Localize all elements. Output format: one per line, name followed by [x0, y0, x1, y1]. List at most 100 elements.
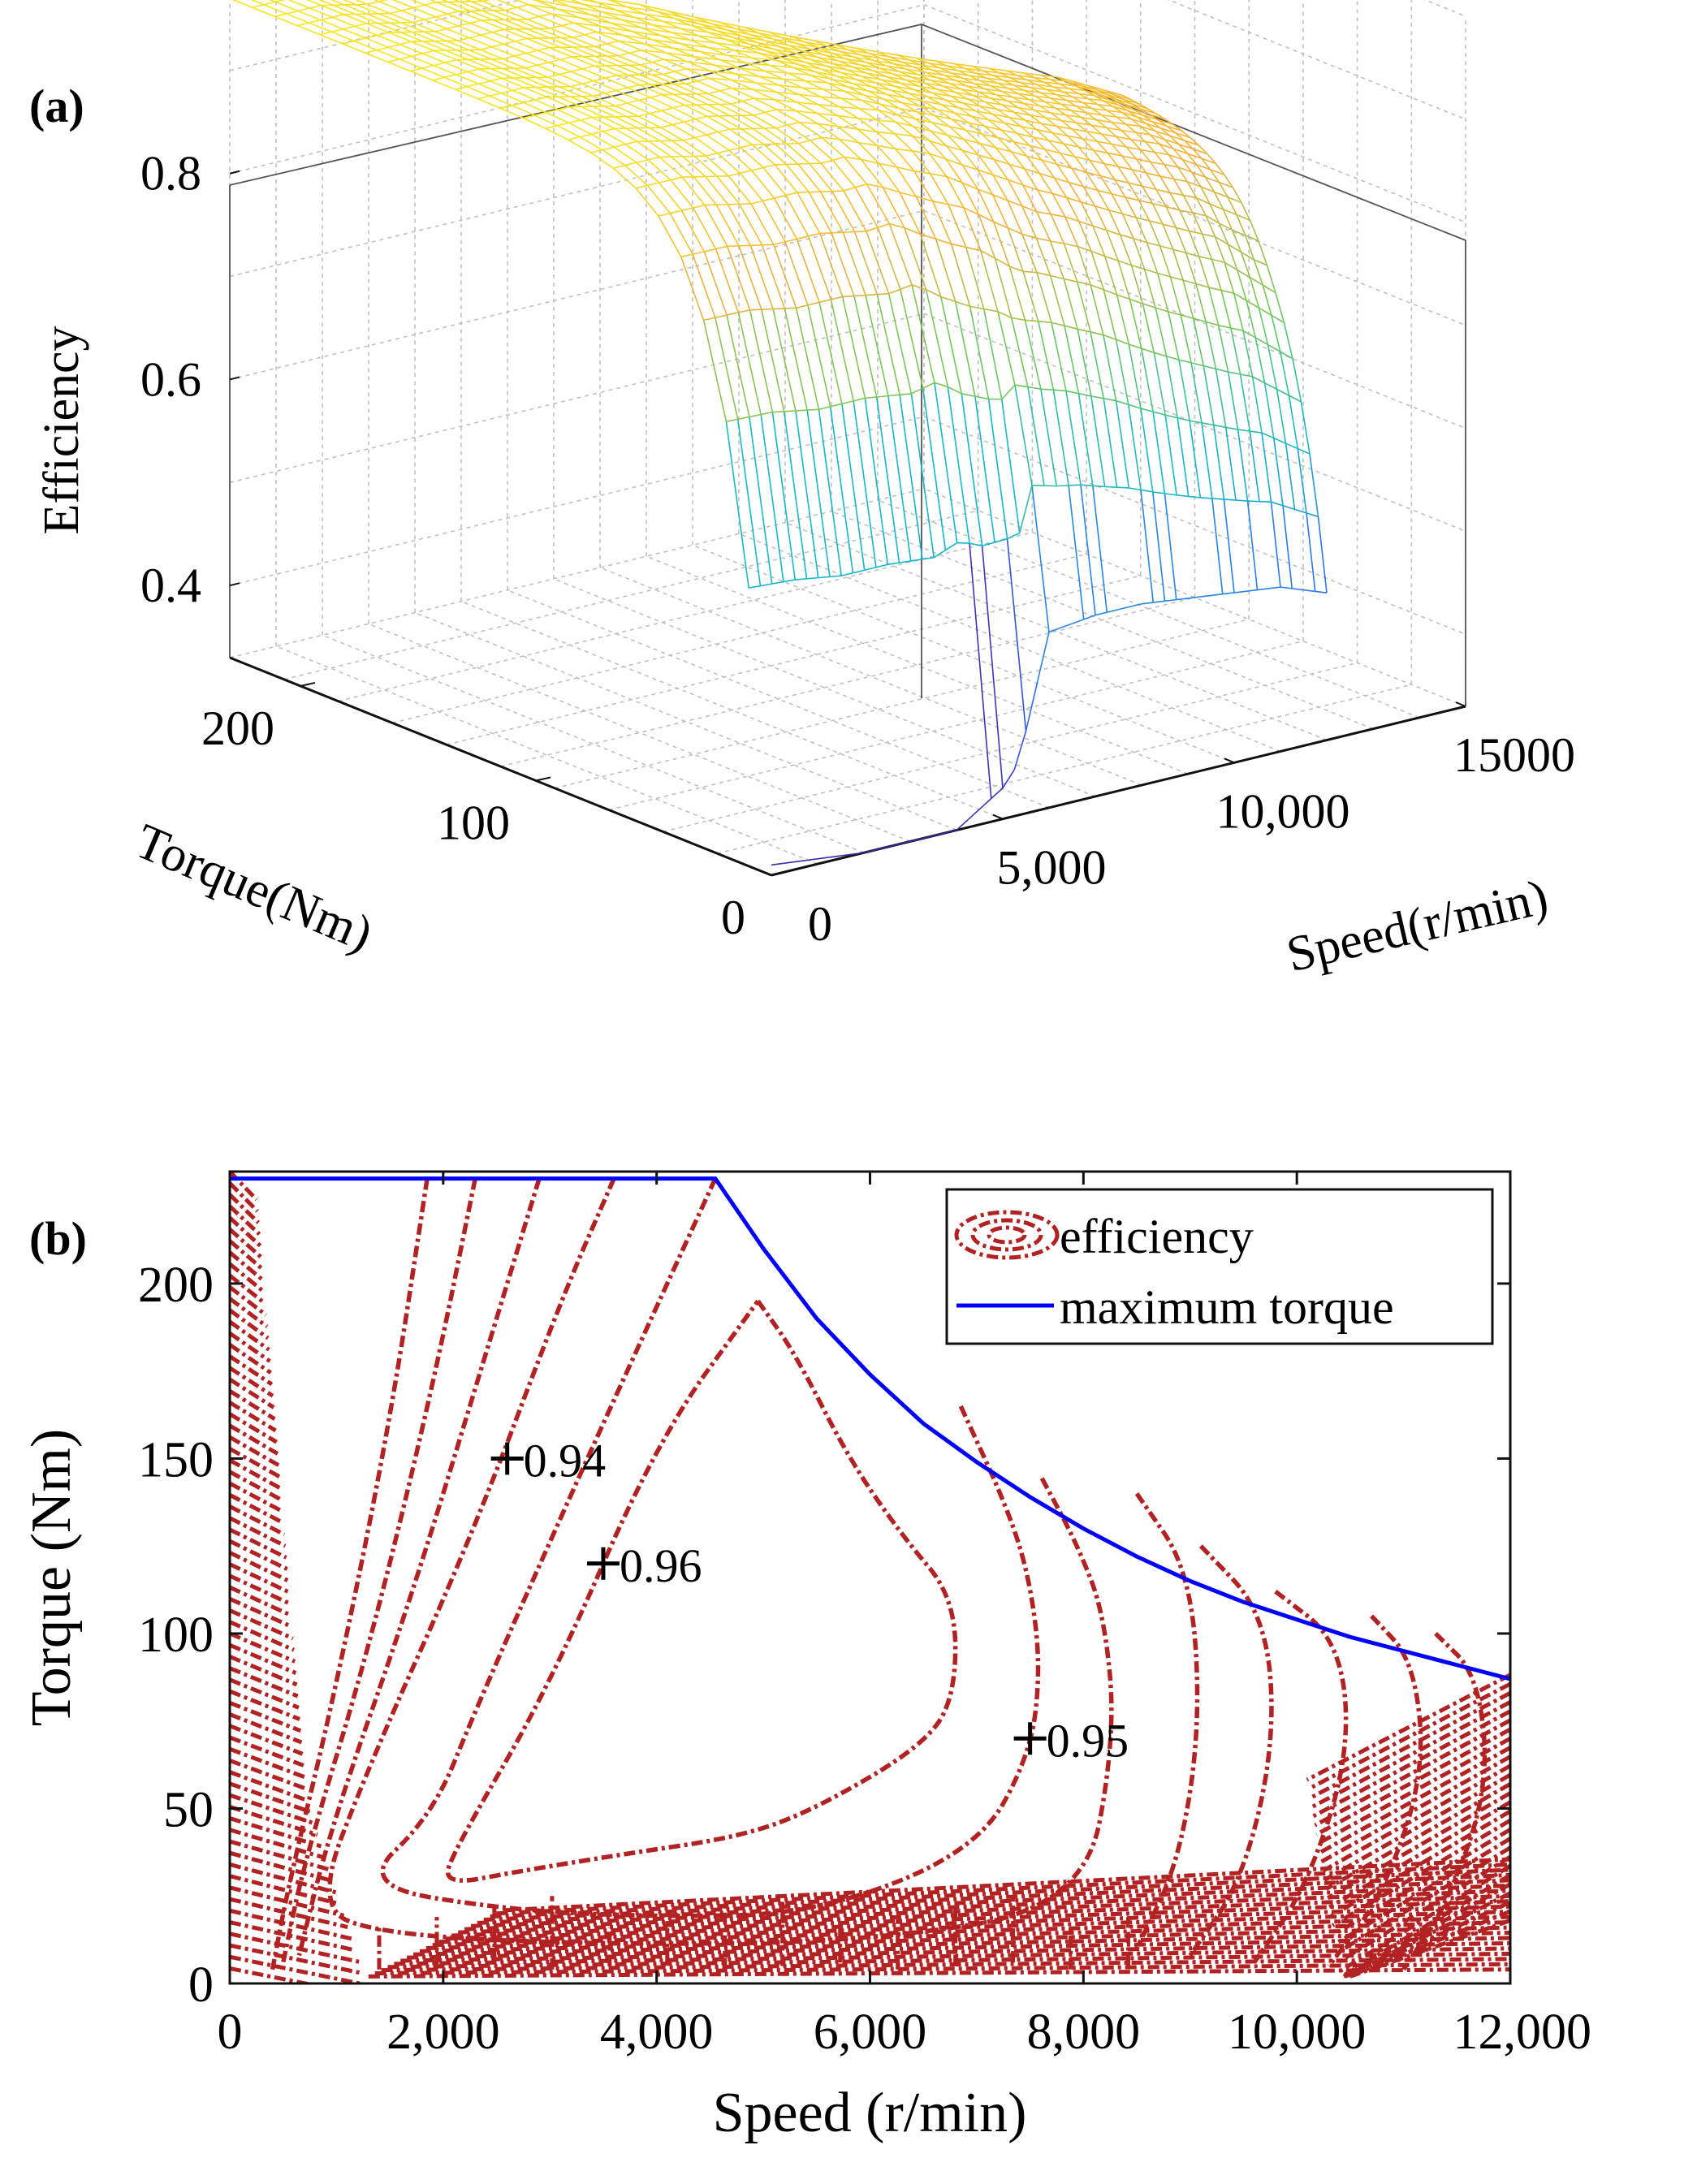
surface-mesh-line: [1073, 96, 1089, 100]
surface-mesh-line: [1064, 216, 1080, 222]
surface-mesh-line: [1023, 102, 1035, 111]
surface-mesh-line: [1182, 279, 1197, 285]
surface-mesh-line: [852, 852, 865, 855]
surface-mesh-line: [741, 128, 765, 145]
surface-mesh-line: [1034, 95, 1051, 99]
surface-mesh-line: [318, 0, 334, 6]
surface-mesh-line: [818, 576, 831, 579]
surface-mesh-line: [1071, 167, 1084, 188]
surface-mesh-line: [995, 93, 1008, 102]
surface-mesh-line: [615, 89, 640, 101]
contour-0_92: [1188, 1544, 1274, 1957]
surface-mesh-line: [1011, 317, 1026, 322]
surface-mesh-line: [1128, 182, 1143, 188]
surface-mesh-line: [1077, 329, 1092, 397]
surface-mesh-line: [877, 227, 901, 290]
surface-mesh-line: [934, 114, 952, 120]
surface-mesh-line: [389, 22, 412, 33]
surface-mesh-line: [1192, 212, 1207, 217]
surface-mesh-line: [1190, 362, 1204, 367]
surface-mesh-line: [693, 176, 717, 205]
surface-mesh-line: [1048, 140, 1064, 145]
surface-mesh-line: [639, 84, 663, 96]
surface-mesh-line: [875, 82, 892, 91]
surface-mesh-line: [1224, 427, 1237, 501]
surface-mesh-line: [978, 214, 996, 259]
surface-mesh-line: [754, 97, 775, 101]
surface-mesh-line: [1236, 214, 1246, 236]
dense-contour-line: [432, 1914, 1510, 1948]
surface-mesh-line: [965, 129, 981, 145]
surface-mesh-line: [568, 139, 592, 153]
surface-mesh-line: [1100, 94, 1116, 101]
surface-mesh-line: [1258, 308, 1269, 345]
surface-mesh-line: [1258, 240, 1268, 266]
surface-mesh-line: [978, 154, 994, 175]
surface-mesh-line: [297, 22, 309, 27]
surface-mesh-line: [940, 104, 956, 114]
surface-mesh-line: [1004, 122, 1021, 127]
surface-mesh-line: [342, 43, 366, 54]
surface-mesh-line: [817, 112, 838, 117]
surface-mesh-line: [604, 93, 628, 104]
surface-mesh-line: [1209, 203, 1224, 210]
surface-mesh-line: [1309, 453, 1319, 517]
surface-mesh-line: [434, 31, 459, 41]
surface-mesh-line: [1108, 209, 1121, 235]
surface-mesh-line: [1213, 192, 1224, 210]
surface-mesh-line: [876, 145, 897, 168]
dense-contour-line: [407, 1936, 1510, 1960]
surface-mesh-line: [527, 15, 540, 20]
surface-mesh-line: [810, 140, 834, 161]
surface-mesh-line: [1078, 221, 1092, 252]
surface-mesh-line: [1060, 119, 1077, 124]
surface-mesh-line: [1103, 397, 1116, 402]
surface-mesh-line: [945, 99, 964, 104]
surface-mesh-line: [776, 109, 797, 112]
surface-mesh-line: [1009, 76, 1027, 81]
surface-mesh-line: [1013, 141, 1028, 157]
surface-mesh-line: [1056, 76, 1073, 83]
surface-mesh-line: [961, 182, 978, 190]
surface-mesh-line: [696, 93, 720, 106]
surface-mesh-line: [1142, 185, 1157, 191]
surface-mesh-line: [895, 85, 914, 91]
surface-mesh-line: [854, 231, 866, 233]
surface-mesh-line: [1035, 211, 1051, 242]
surface-mesh-line: [749, 413, 762, 418]
surface-mesh-line: [1292, 588, 1304, 591]
surface-mesh-line: [963, 138, 980, 145]
surface-mesh-line: [432, 80, 456, 90]
surface-mesh-line: [1203, 365, 1215, 425]
surface-mesh-line: [1075, 84, 1092, 91]
surface-mesh-line: [924, 82, 943, 87]
surface-mesh-line: [963, 138, 979, 156]
surface-mesh-line: [978, 91, 991, 99]
surface-mesh-line: [496, 0, 517, 8]
surface-mesh-line: [1006, 538, 1027, 732]
surface-mesh-line: [1232, 187, 1242, 203]
dense-contour-line: [230, 1724, 304, 1756]
surface-mesh-line: [1081, 116, 1092, 126]
surface-mesh-line: [762, 201, 786, 243]
surface-mesh-line: [1209, 204, 1220, 224]
surface-mesh-line: [773, 244, 797, 309]
surface-mesh-line: [749, 245, 774, 309]
dense-contour-line: [230, 1585, 292, 1617]
surface-mesh-line: [1214, 236, 1225, 263]
surface-mesh-line: [1218, 222, 1233, 231]
surface-mesh-line: [1216, 368, 1228, 373]
surface-mesh-line: [805, 41, 827, 47]
surface-mesh-line: [1201, 158, 1211, 170]
surface-mesh-line: [963, 207, 979, 215]
surface-mesh-line: [1107, 110, 1122, 114]
surface-mesh-line: [1285, 442, 1298, 450]
dense-contour-line: [230, 1343, 273, 1375]
surface-mesh-line: [773, 38, 797, 45]
surface-mesh-line: [922, 387, 947, 550]
surface-mesh-line: [478, 83, 502, 94]
surface-mesh-line: [687, 61, 710, 71]
surface-mesh-line: [729, 128, 753, 145]
surface-mesh-line: [905, 97, 924, 102]
surface-mesh-line: [818, 302, 843, 404]
